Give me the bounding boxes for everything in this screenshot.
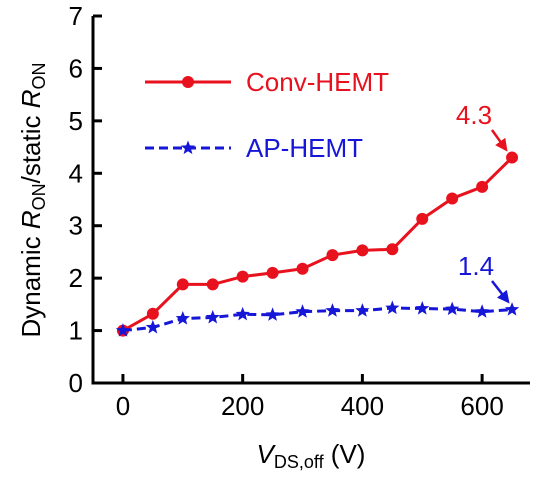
data-point-s0-12 — [476, 180, 489, 193]
y-tick-label-3: 3 — [69, 211, 83, 241]
y-tick-label-4: 4 — [69, 158, 83, 188]
y-axis-label-part2: /static — [16, 108, 46, 183]
annotation-label-0: 4.3 — [456, 100, 492, 130]
data-point-s0-7 — [326, 249, 339, 262]
y-axis-label: Dynamic RON/static RON — [16, 62, 49, 337]
data-point-s1-12 — [474, 304, 490, 318]
data-point-s1-3 — [205, 309, 220, 324]
series-line-0 — [122, 156, 514, 332]
data-point-s1-1 — [145, 319, 160, 334]
y-tick-label-6: 6 — [69, 53, 83, 83]
axes-layer — [91, 16, 530, 385]
x-axis-label-unit: (V) — [324, 439, 366, 469]
annotation-arrow-1 — [491, 280, 510, 304]
ticks-layer: 0 1 2 3 4 5 6 7 0 200 400 600 — [69, 1, 504, 421]
data-point-s1-13 — [504, 302, 520, 316]
legend-label-1: AP-HEMT — [246, 133, 363, 163]
y-tick-label-1: 1 — [69, 316, 83, 346]
legend: Conv-HEMT AP-HEMT — [145, 67, 389, 163]
annotation-label-1: 1.4 — [458, 251, 494, 281]
y-tick-label-7: 7 — [69, 1, 83, 31]
x-tick-label-2: 400 — [341, 391, 384, 421]
data-point-s1-4 — [235, 306, 250, 321]
y-axis-label-part1: Dynamic — [16, 229, 46, 337]
data-point-s0-10 — [416, 212, 429, 225]
data-point-s0-4 — [236, 270, 249, 283]
data-point-s1-2 — [175, 311, 190, 325]
data-point-s0-13 — [506, 151, 519, 164]
y-axis-label-r1: R — [16, 210, 46, 229]
data-point-s0-8 — [356, 244, 369, 257]
series-line-1 — [122, 306, 513, 333]
x-axis-label-sub: DS,off — [274, 452, 325, 472]
data-point-s1-10 — [415, 301, 430, 315]
data-point-s1-5 — [265, 307, 280, 321]
y-axis-label-sub2: ON — [29, 62, 49, 89]
data-point-s0-9 — [386, 243, 399, 256]
data-point-s1-6 — [295, 304, 310, 318]
y-tick-label-5: 5 — [69, 106, 83, 136]
annotations-layer: 4.3 1.4 — [456, 100, 510, 304]
data-point-s0-11 — [446, 192, 459, 205]
data-point-s0-5 — [266, 266, 279, 279]
legend-marker-1 — [180, 140, 196, 155]
y-axis-label-sub1: ON — [29, 183, 49, 210]
y-tick-label-0: 0 — [69, 368, 83, 398]
data-point-s1-0 — [115, 323, 131, 337]
annotation-arrow-0 — [490, 129, 508, 152]
x-axis-label-var: V — [257, 439, 277, 469]
data-point-s1-11 — [445, 301, 460, 316]
x-tick-label-1: 200 — [221, 391, 264, 421]
data-point-s1-9 — [385, 300, 400, 315]
series-layer — [115, 151, 520, 337]
data-point-s0-6 — [296, 262, 309, 275]
data-point-s1-7 — [325, 303, 340, 317]
data-point-s0-3 — [206, 278, 219, 291]
x-tick-label-0: 0 — [116, 391, 130, 421]
data-point-s0-2 — [176, 278, 189, 291]
y-tick-label-2: 2 — [69, 263, 83, 293]
x-tick-label-3: 600 — [460, 391, 503, 421]
legend-marker-0 — [182, 76, 194, 88]
data-point-s1-8 — [355, 303, 370, 317]
legend-label-0: Conv-HEMT — [246, 67, 389, 97]
y-axis-label-r2: R — [16, 89, 46, 108]
x-axis-label: VDS,off (V) — [257, 439, 366, 472]
data-point-s0-1 — [146, 307, 159, 320]
